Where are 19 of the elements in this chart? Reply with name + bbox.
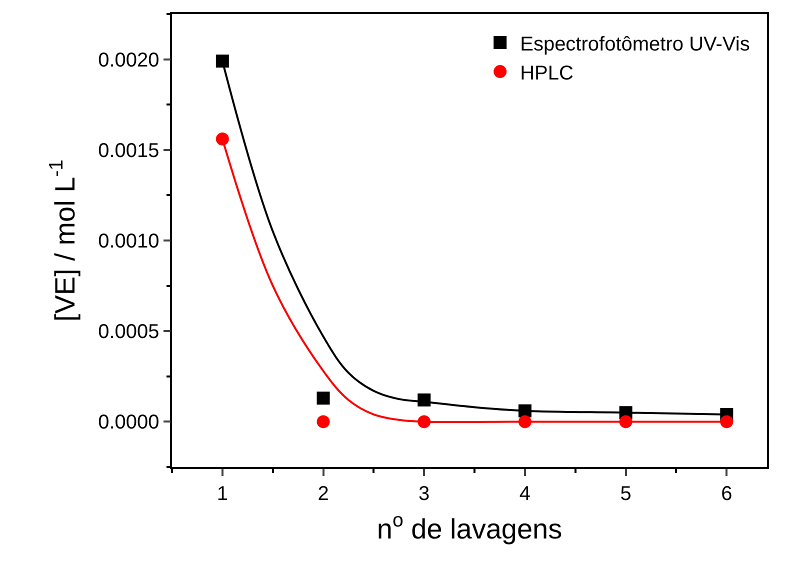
y-tick-label: 0.0005 (98, 321, 160, 344)
legend-label: Espectrofotômetro UV-Vis (520, 33, 750, 56)
x-tick-label: 5 (620, 482, 632, 505)
point (216, 132, 229, 146)
y-tick-label: 0.0015 (98, 140, 160, 162)
y-tick-label: 0.0000 (98, 412, 160, 434)
x-tick-label: 4 (519, 482, 531, 505)
x-tick-label: 3 (418, 482, 430, 505)
x-tick-label: 6 (721, 482, 732, 505)
point (316, 392, 330, 405)
y-tick-label: 0.0020 (98, 49, 160, 72)
y-tick-label: 0.0010 (98, 230, 160, 252)
x-axis-title: n$^{o}$ de lavagens (376, 510, 562, 544)
point (316, 415, 330, 428)
point (216, 54, 229, 68)
legend-label: HPLC (520, 62, 574, 84)
point (720, 415, 734, 428)
x-tick-label: 1 (216, 482, 228, 505)
x-tick-label: 2 (318, 482, 329, 505)
